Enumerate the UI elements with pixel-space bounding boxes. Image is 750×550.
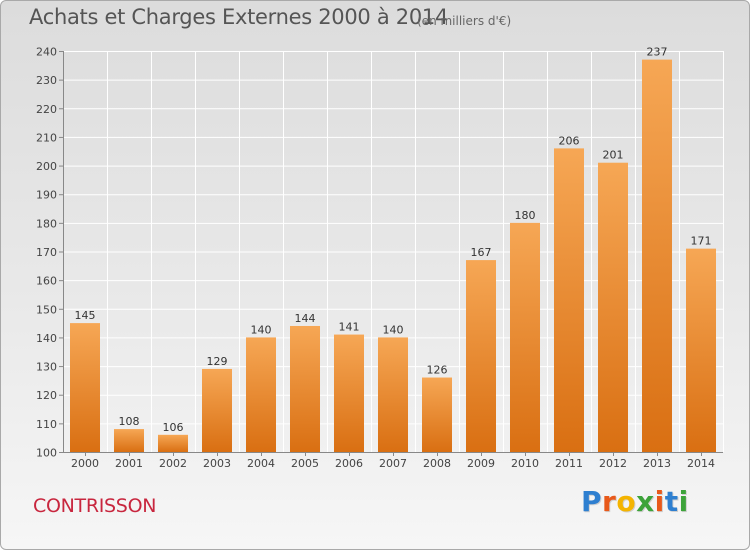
x-tick-label: 2003 xyxy=(203,457,231,470)
value-label: 171 xyxy=(691,235,712,248)
y-tick-label: 120 xyxy=(36,389,57,402)
y-tick-label: 220 xyxy=(36,103,57,116)
value-label: 167 xyxy=(471,246,492,259)
axes: 100 110 120 130 140 150 160 170 180 190 200 210 220 2… xyxy=(36,46,723,470)
bar-2010 xyxy=(510,222,540,452)
value-label: 126 xyxy=(427,364,448,377)
x-tick-label: 2006 xyxy=(335,457,363,470)
proxiti-logo[interactable]: Proxiti xyxy=(581,485,689,518)
bar-2012 xyxy=(598,162,628,452)
bar-2007 xyxy=(378,337,408,452)
value-label: 141 xyxy=(339,321,360,334)
bar-2000 xyxy=(70,323,100,452)
x-tick-label: 2009 xyxy=(467,457,495,470)
x-tick-label: 2007 xyxy=(379,457,407,470)
value-label: 108 xyxy=(119,415,140,428)
value-label: 140 xyxy=(383,323,404,336)
x-tick-label: 2004 xyxy=(247,457,275,470)
commune-name: CONTRISSON xyxy=(33,495,157,517)
bar-2001 xyxy=(114,429,144,452)
x-tick-label: 2000 xyxy=(71,457,99,470)
bar-2002 xyxy=(158,434,188,452)
bar-2008 xyxy=(422,377,452,452)
x-tick-label: 2013 xyxy=(643,457,671,470)
logo-letter: i xyxy=(654,485,665,518)
logo-letter: o xyxy=(616,485,637,518)
value-label: 129 xyxy=(207,355,228,368)
y-tick-label: 180 xyxy=(36,217,57,230)
logo-letter: r xyxy=(602,485,617,518)
y-tick-label: 150 xyxy=(36,303,57,316)
bar-2006 xyxy=(334,334,364,452)
y-tick-label: 240 xyxy=(36,46,57,59)
y-tick-label: 210 xyxy=(36,131,57,144)
chart-title: Achats et Charges Externes 2000 à 2014 xyxy=(29,5,449,29)
logo-letter: i xyxy=(678,485,689,518)
value-label: 237 xyxy=(647,46,668,59)
bar-2013 xyxy=(642,59,672,452)
logo-letter: P xyxy=(581,485,603,518)
value-label: 145 xyxy=(75,309,96,322)
value-label: 206 xyxy=(559,134,580,147)
bar-2009 xyxy=(466,260,496,452)
y-tick-label: 110 xyxy=(36,418,57,431)
x-tick-label: 2012 xyxy=(599,457,627,470)
y-tick-label: 130 xyxy=(36,361,57,374)
bar-2004 xyxy=(246,337,276,452)
logo-letter: t xyxy=(664,485,679,518)
y-tick-label: 100 xyxy=(36,447,57,460)
y-tick-label: 140 xyxy=(36,332,57,345)
bars: 145 108 106 129 140 144 141 140 126 167 180 206 201 2… xyxy=(70,46,716,452)
y-tick-label: 170 xyxy=(36,246,57,259)
x-tick-label: 2005 xyxy=(291,457,319,470)
x-tick-label: 2010 xyxy=(511,457,539,470)
y-tick-label: 160 xyxy=(36,275,57,288)
value-label: 140 xyxy=(251,323,272,336)
value-label: 106 xyxy=(163,421,184,434)
bar-2005 xyxy=(290,325,320,452)
x-tick-label: 2001 xyxy=(115,457,143,470)
x-tick-label: 2011 xyxy=(555,457,583,470)
bar-2011 xyxy=(554,148,584,452)
y-tick-label: 230 xyxy=(36,74,57,87)
value-label: 180 xyxy=(515,209,536,222)
x-tick-label: 2008 xyxy=(423,457,451,470)
bar-2003 xyxy=(202,368,232,452)
chart-subtitle: (en milliers d'€) xyxy=(417,14,512,28)
value-label: 201 xyxy=(603,149,624,162)
logo-letter: x xyxy=(636,485,655,518)
bar-2014 xyxy=(686,248,716,452)
y-tick-label: 200 xyxy=(36,160,57,173)
x-tick-label: 2014 xyxy=(687,457,715,470)
value-label: 144 xyxy=(295,312,316,325)
x-tick-label: 2002 xyxy=(159,457,187,470)
y-tick-label: 190 xyxy=(36,189,57,202)
